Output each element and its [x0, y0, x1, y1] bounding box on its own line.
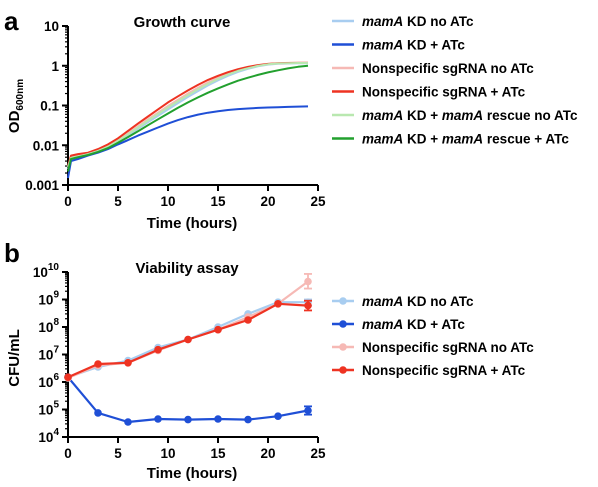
panel-b-legend-label: mamA KD + ATc [362, 317, 465, 332]
panel-a-series-line-1 [67, 105, 309, 179]
panel-b-data-point [124, 418, 132, 426]
panel-b-letter: b [4, 238, 20, 268]
panel-a-ylabel: OD600nm [6, 79, 26, 133]
panel-a-legend-label: mamA KD + ATc [362, 38, 465, 53]
panel-b-data-point [244, 316, 252, 324]
panel-b-xlabel: Time (hours) [147, 465, 238, 482]
panel-b-data-point [244, 415, 252, 424]
panel-a-y-tick-label: 0.01 [33, 138, 60, 153]
panel-b-series [64, 273, 312, 426]
panel-a-x-tick-label: 5 [114, 194, 122, 209]
panel-b-data-point [274, 300, 282, 308]
panel-a-letter: a [4, 6, 19, 36]
panel-b-x-tick-label: 5 [114, 446, 122, 461]
panel-a-x-tick-label: 15 [210, 194, 226, 209]
panel-b-y-tick-label: 106 [38, 372, 59, 390]
panel-b-data-point [154, 415, 162, 423]
panel-b-data-point [304, 301, 312, 310]
panel-a-y-tick-label: 10 [44, 19, 59, 34]
panel-a-legend-label: Nonspecific sgRNA + ATc [362, 85, 526, 100]
panel-b-x-tick-label: 0 [64, 446, 72, 461]
panel-b-legend-marker [339, 297, 347, 305]
panel-b-data-point [154, 345, 162, 354]
panel-b-y-tick-label: 105 [38, 400, 59, 418]
panel-b: b Viability assay 0 5 10 15 20 25 104 105 106 107… [4, 238, 534, 482]
panel-b-axes: 0 5 10 15 20 25 104 105 106 107 108 109 1010 [33, 262, 326, 461]
panel-b-data-point [94, 360, 102, 368]
panel-b-data-point [124, 359, 132, 367]
panel-b-legend-marker [339, 320, 347, 328]
panel-a-xlabel: Time (hours) [147, 215, 238, 232]
panel-b-data-point [94, 409, 102, 417]
panel-a-title: Growth curve [134, 14, 231, 31]
panel-b-legend: mamA KD no ATc mamA KD + ATc Nonspecific s… [332, 294, 534, 378]
panel-a-axes: 0 5 10 15 20 25 0.001 0.01 0.1 1 10 [25, 19, 326, 209]
panel-a-x-tick-label: 20 [260, 194, 275, 209]
panel-b-x-tick-label: 15 [210, 446, 226, 461]
panel-b-x-tick-label: 25 [310, 446, 326, 461]
panel-a-legend-label: mamA KD + mamA rescue + ATc [362, 132, 569, 147]
panel-a-legend-label: Nonspecific sgRNA no ATc [362, 61, 534, 76]
panel-a-y-tick-label: 0.001 [25, 178, 59, 193]
panel-b-legend-marker [339, 366, 347, 374]
panel-b-data-point [184, 335, 192, 344]
panel-a-legend: mamA KD no ATc mamA KD + ATc Nonspecific s… [332, 14, 578, 147]
panel-b-legend-label: mamA KD no ATc [362, 294, 474, 309]
panel-b-legend-label: Nonspecific sgRNA no ATc [362, 340, 534, 355]
panel-b-data-point [214, 415, 222, 423]
panel-a-legend-label: mamA KD no ATc [362, 14, 474, 29]
panel-b-series-line-1 [67, 376, 309, 424]
panel-b-x-tick-label: 20 [260, 446, 275, 461]
panel-b-data-point [214, 325, 222, 334]
panel-b-legend-marker [339, 343, 347, 351]
panel-a-legend-label: mamA KD + mamA rescue no ATc [362, 108, 578, 123]
panel-a-x-tick-label: 0 [64, 194, 72, 209]
panel-b-x-tick-label: 10 [160, 446, 175, 461]
panel-a-x-tick-label: 25 [310, 194, 326, 209]
panel-b-legend-label: Nonspecific sgRNA + ATc [362, 363, 526, 378]
panel-b-title: Viability assay [135, 260, 239, 277]
panel-b-y-tick-label: 108 [38, 317, 59, 335]
panel-b-data-point [304, 406, 312, 415]
panel-b-y-tick-label: 104 [38, 427, 59, 445]
panel-b-data-point [64, 373, 72, 382]
panel-a-y-tick-label: 0.1 [40, 99, 59, 114]
panel-b-y-tick-label: 1010 [33, 262, 60, 280]
panel-a-series [67, 61, 309, 179]
panel-b-ylabel: CFU/mL [6, 329, 23, 387]
panel-b-data-point [274, 412, 282, 421]
panel-b-data-point [184, 415, 192, 424]
panel-b-y-tick-label: 107 [38, 345, 59, 363]
panel-b-y-tick-label: 109 [38, 290, 59, 308]
panel-b-data-point [304, 277, 312, 286]
panel-a-x-tick-label: 10 [160, 194, 175, 209]
panel-a-series-line-5 [67, 64, 309, 172]
panel-a-y-tick-label: 1 [51, 59, 59, 74]
panel-a: a Growth curve 0 5 10 15 20 25 0.001 0.01 0.1 1 10… [4, 6, 578, 232]
